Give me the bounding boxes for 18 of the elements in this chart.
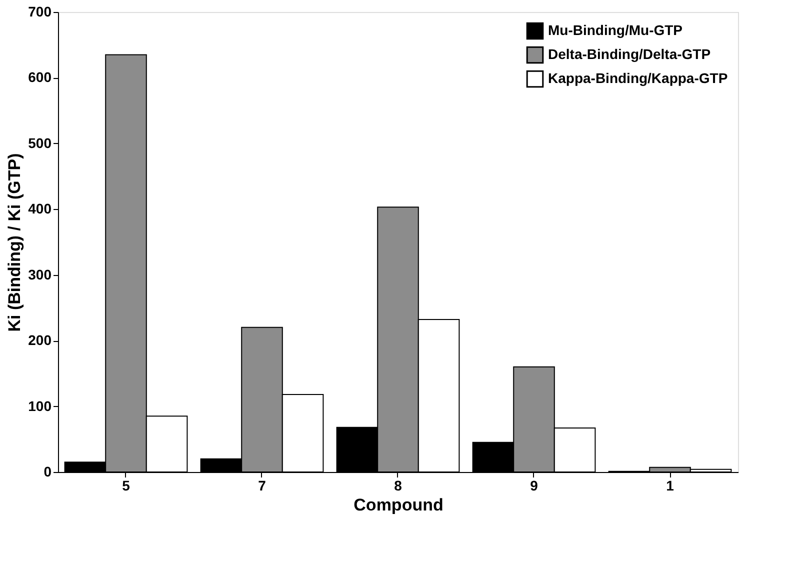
x-tick-label: 5 — [122, 478, 130, 494]
y-tick-label: 0 — [44, 464, 52, 480]
y-tick-label: 400 — [28, 200, 52, 217]
y-tick-label: 300 — [28, 266, 52, 282]
y-tick-label: 100 — [28, 398, 52, 414]
legend-label: Kappa-Binding/Kappa-GTP — [548, 70, 728, 86]
y-tick-label: 500 — [28, 134, 52, 151]
x-tick-label: 1 — [666, 478, 674, 494]
x-tick-label: 9 — [530, 478, 538, 494]
x-tick-label: 7 — [258, 478, 266, 494]
y-tick-label: 700 — [28, 4, 52, 20]
x-tick-label: 8 — [394, 478, 402, 494]
x-axis-title: Compound — [354, 496, 444, 514]
y-axis-title: Ki (Binding) / Ki (GTP) — [5, 153, 24, 332]
legend-label: Mu-Binding/Mu-GTP — [548, 22, 683, 38]
y-tick-label: 600 — [28, 69, 52, 86]
legend-label: Delta-Binding/Delta-GTP — [548, 46, 711, 62]
y-tick-label: 200 — [28, 332, 52, 348]
